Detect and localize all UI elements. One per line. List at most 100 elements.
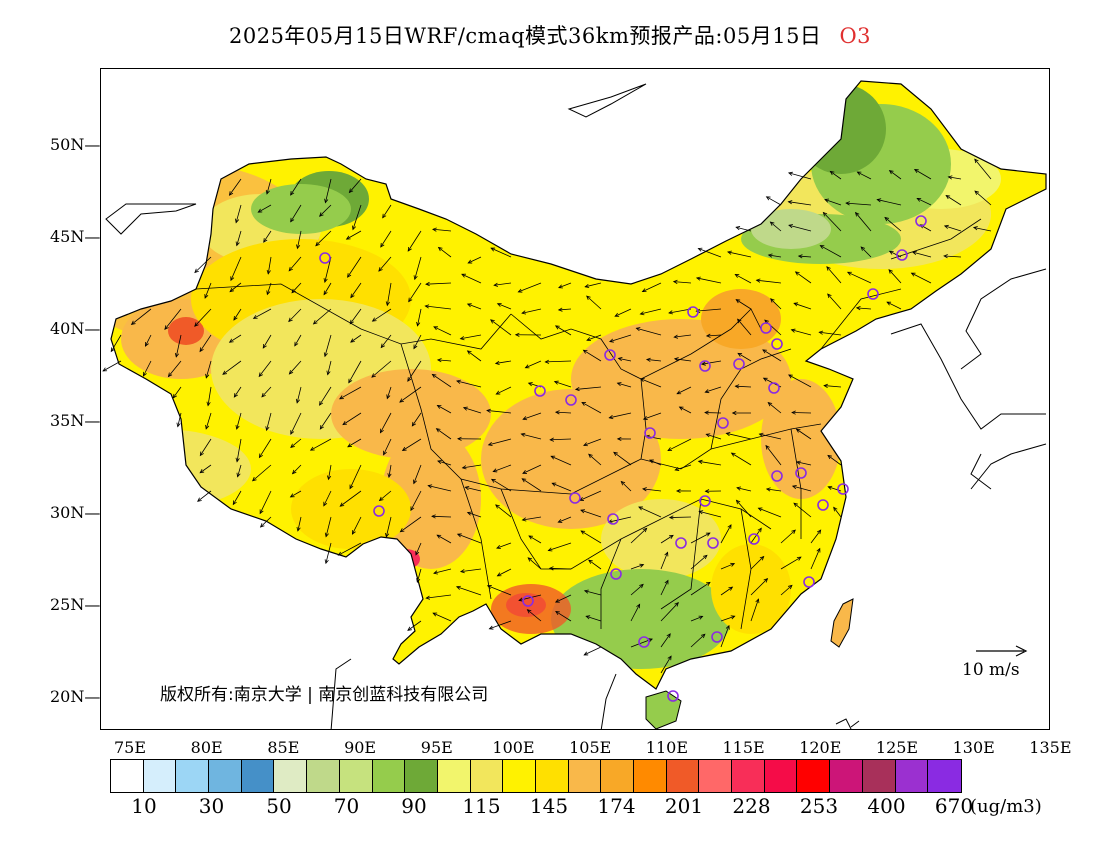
wind-arrow xyxy=(792,412,812,414)
wind-arrow xyxy=(426,594,452,599)
lat-label-50N: 50N— xyxy=(50,135,101,154)
wind-arrow-head xyxy=(401,446,407,451)
wind-arrow xyxy=(660,602,679,622)
wind-arrow xyxy=(294,334,302,346)
wind-arrow xyxy=(324,334,332,357)
wind-arrow-head xyxy=(737,352,743,357)
wind-arrow xyxy=(584,590,602,596)
wind-arrow xyxy=(575,386,602,390)
wind-arrow-head xyxy=(315,241,320,247)
wind-arrow-head xyxy=(194,322,199,327)
wind-arrow-head xyxy=(702,554,708,560)
wind-arrow xyxy=(194,308,212,327)
wind-arrow xyxy=(780,585,793,596)
lat-label-30N: 30N— xyxy=(50,503,101,522)
lon-label-95E: 95E xyxy=(420,738,453,757)
wind-arrow-head xyxy=(413,275,418,281)
wind-arrow-head xyxy=(411,421,416,427)
wind-arrow xyxy=(521,433,542,440)
wind-arrow xyxy=(260,516,272,528)
colorbar-tick-145: 145 xyxy=(529,794,569,818)
wind-arrow-head xyxy=(698,615,704,620)
wind-arrow xyxy=(347,438,362,448)
wind-arrow-head xyxy=(770,298,775,303)
wind-arrow-head xyxy=(648,638,653,643)
colorbar-tick-201: 201 xyxy=(664,794,704,818)
wind-arrow xyxy=(372,308,392,322)
wind-arrow-head xyxy=(493,282,499,287)
wind-arrow xyxy=(496,542,512,549)
wind-arrow-head xyxy=(235,218,240,224)
wind-arrow xyxy=(199,438,212,456)
wind-arrow xyxy=(297,516,302,531)
wind-arrow xyxy=(194,256,212,273)
wind-arrow-head xyxy=(818,330,824,335)
wind-arrow-head xyxy=(945,195,951,200)
wind-arrow-head xyxy=(347,443,352,448)
wind-arrow-head xyxy=(290,443,295,448)
wind-arrow-head xyxy=(378,267,383,272)
wind-arrow xyxy=(586,334,602,341)
wind-arrow xyxy=(411,412,422,427)
city-marker xyxy=(817,499,829,511)
colorbar-swatch-1 xyxy=(143,760,177,792)
wind-arrow xyxy=(788,172,812,180)
wind-arrow-head xyxy=(793,302,799,307)
wind-arrow xyxy=(585,282,602,288)
wind-arrow xyxy=(460,568,482,573)
wind-arrow xyxy=(766,488,782,492)
wind-arrow xyxy=(319,204,332,217)
wind-arrow-head xyxy=(758,432,764,437)
wind-arrow xyxy=(660,552,668,570)
wind-arrow xyxy=(456,586,482,596)
wind-arrow-head xyxy=(233,315,238,321)
wind-arrow-head xyxy=(425,281,430,287)
wind-arrow xyxy=(522,412,542,420)
wind-arrow-head xyxy=(399,528,405,533)
wind-arrow-head xyxy=(635,327,641,332)
wind-arrow xyxy=(550,438,572,441)
city-marker xyxy=(687,306,699,318)
wind-arrow xyxy=(558,282,572,289)
wind-arrow xyxy=(252,464,272,482)
wind-arrow-head xyxy=(695,308,701,313)
wind-arrow xyxy=(222,360,242,375)
wind-arrow-head xyxy=(291,288,296,294)
colorbar-tick-253: 253 xyxy=(799,794,839,818)
wind-arrow xyxy=(857,171,872,180)
wind-arrow-head xyxy=(554,598,560,603)
wind-arrow xyxy=(328,464,332,480)
wind-arrow xyxy=(720,625,730,648)
wind-arrow xyxy=(705,386,722,393)
city-marker xyxy=(711,631,723,643)
wind-arrow-head xyxy=(258,453,263,459)
wind-arrow xyxy=(911,272,932,284)
wind-arrow xyxy=(736,487,752,492)
wind-arrow xyxy=(889,250,902,258)
wind-arrow-head xyxy=(350,338,355,343)
wind-arrow xyxy=(131,308,152,325)
wind-arrow-head xyxy=(730,562,736,567)
wind-arrow xyxy=(750,599,759,622)
wind-arrow-head xyxy=(495,504,500,509)
wind-arrow xyxy=(583,438,602,446)
wind-arrow-head xyxy=(727,524,732,529)
wind-arrow xyxy=(912,251,932,258)
city-marker xyxy=(795,467,807,479)
wind-arrow xyxy=(620,481,632,492)
wind-arrow xyxy=(588,453,602,466)
wind-arrow xyxy=(731,452,752,466)
wind-arrow xyxy=(175,334,182,357)
wind-arrow xyxy=(788,201,812,206)
wind-arrow-head xyxy=(701,361,706,366)
colorbar-swatch-8 xyxy=(372,760,406,792)
wind-arrow xyxy=(549,567,572,570)
wind-arrow xyxy=(780,556,802,570)
wind-arrow xyxy=(259,490,272,514)
wind-arrow xyxy=(232,490,242,505)
wind-arrow xyxy=(586,295,602,310)
wind-arrow-head xyxy=(144,342,149,347)
wind-arrow xyxy=(609,334,632,342)
wind-arrow-head xyxy=(943,254,948,259)
wind-arrow xyxy=(758,507,782,518)
